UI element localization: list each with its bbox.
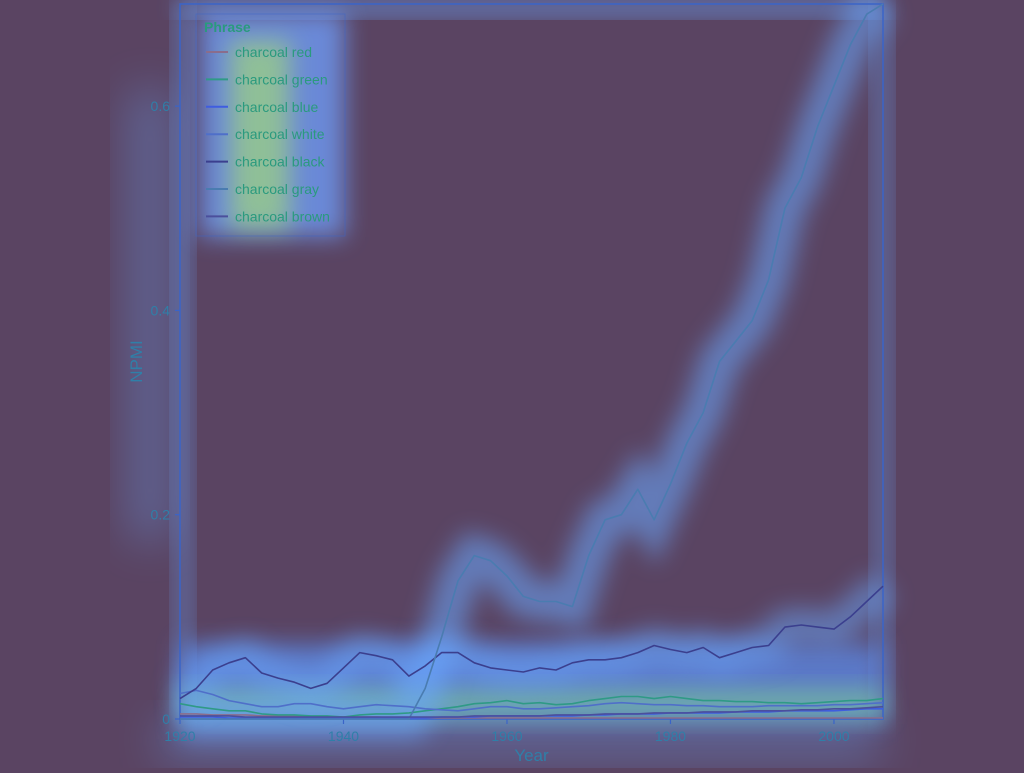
legend-item: charcoal green	[206, 71, 328, 87]
glow-legend-core	[230, 40, 290, 230]
legend-items: charcoal red charcoal green charcoal blue c…	[206, 44, 330, 224]
glow-y-ticks	[130, 90, 170, 540]
legend-label: charcoal black	[235, 154, 325, 170]
y-axis-label: NPMI	[127, 340, 146, 383]
legend-label: charcoal brown	[235, 208, 330, 224]
x-tick-label: 1940	[328, 728, 359, 744]
plot-frame	[179, 3, 884, 720]
x-tick-label: 1920	[164, 728, 195, 744]
series-line-charcoal-green	[179, 695, 884, 718]
legend-label: charcoal blue	[235, 99, 318, 115]
legend-item: charcoal black	[206, 154, 325, 170]
glow-left-edge	[176, 4, 190, 719]
axes: 1920 1940 1960 1980 2000 0 0.2 0.4 0.6	[151, 98, 850, 744]
series-line-charcoal-brown	[180, 705, 884, 718]
x-axis-label: Year	[514, 746, 549, 765]
y-tick-label: 0.6	[151, 98, 171, 114]
x-tick-label: 1980	[655, 728, 686, 744]
legend-item: charcoal white	[206, 126, 325, 142]
heatmap-glow-layer	[130, 0, 895, 760]
legend-label: charcoal white	[235, 126, 325, 142]
legend-title: Phrase	[204, 19, 251, 35]
legend-label: charcoal red	[235, 44, 312, 60]
series-line-charcoal-white	[179, 689, 884, 712]
series-layer	[179, 3, 884, 720]
glow-top-edge	[180, 2, 883, 14]
legend-label: charcoal green	[235, 71, 328, 87]
legend-item: charcoal gray	[206, 181, 319, 197]
series-line-charcoal-gray	[180, 3, 884, 720]
legend-item: charcoal blue	[206, 99, 318, 115]
glow-right-edge	[875, 4, 889, 719]
legend-box	[195, 13, 346, 237]
x-tick-label: 2000	[818, 728, 849, 744]
y-tick-label: 0.4	[151, 302, 171, 318]
y-tick-label: 0	[162, 711, 170, 727]
series-line-charcoal-black	[179, 585, 884, 700]
series-line-charcoal-red	[180, 713, 883, 719]
legend-item: charcoal brown	[206, 208, 330, 224]
legend-label: charcoal gray	[235, 181, 319, 197]
legend-item: charcoal red	[206, 44, 312, 60]
y-tick-label: 0.2	[151, 507, 171, 523]
x-tick-label: 1960	[491, 728, 522, 744]
